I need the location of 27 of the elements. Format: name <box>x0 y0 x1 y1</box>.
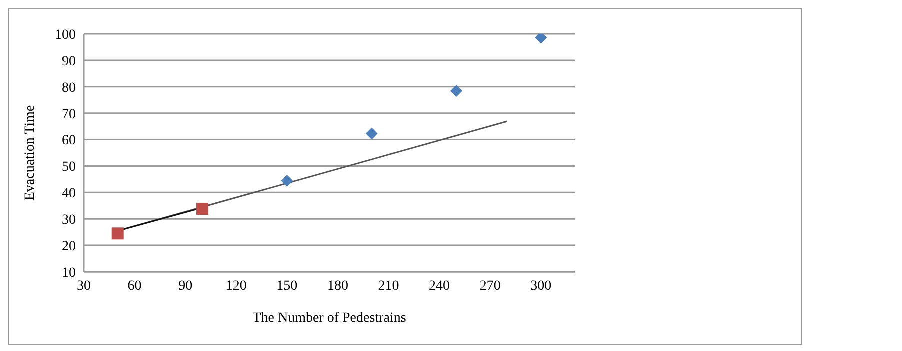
x-tick-label: 30 <box>77 278 91 294</box>
point <box>450 85 462 98</box>
y-tick-label: 100 <box>55 28 76 43</box>
y-tick-label: 40 <box>62 186 76 202</box>
x-tick-label: 240 <box>429 278 450 294</box>
y-tick-label: 60 <box>62 134 76 149</box>
point <box>281 175 294 188</box>
y-tick-label: 30 <box>62 213 76 228</box>
x-axis-title: The Number of Pedestrains <box>252 311 406 326</box>
x-tick-label: 120 <box>226 278 247 294</box>
y-tick-label: 90 <box>62 54 76 70</box>
y-tick-label: 10 <box>62 266 76 281</box>
x-tick-label: 300 <box>530 278 552 294</box>
y-tick-label: 80 <box>62 80 76 96</box>
x-tick-label: 60 <box>128 278 142 294</box>
x-tick-label: 90 <box>178 278 193 294</box>
point <box>196 203 209 216</box>
y-tick-label: 20 <box>62 240 76 255</box>
x-tick-label: 210 <box>378 278 400 294</box>
point <box>366 128 378 140</box>
y-axis-title: Evacuation Time <box>22 105 38 201</box>
x-tick-label: 150 <box>276 278 298 294</box>
y-tick-label: 50 <box>62 160 76 176</box>
y-tick-label: 70 <box>62 107 76 122</box>
x-tick-label: 180 <box>327 278 348 294</box>
point <box>112 228 124 240</box>
x-tick-label: 270 <box>480 278 501 294</box>
